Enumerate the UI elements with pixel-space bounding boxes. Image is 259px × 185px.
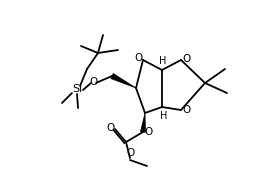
Text: O: O xyxy=(126,148,134,158)
Text: H: H xyxy=(159,56,167,66)
Text: O: O xyxy=(182,105,190,115)
Text: O: O xyxy=(106,123,114,133)
Polygon shape xyxy=(141,113,146,132)
Text: Si: Si xyxy=(72,84,82,94)
Polygon shape xyxy=(111,73,136,88)
Text: H: H xyxy=(160,111,168,121)
Text: O: O xyxy=(89,77,97,87)
Text: O: O xyxy=(144,127,152,137)
Text: O: O xyxy=(134,53,142,63)
Text: O: O xyxy=(182,54,190,64)
